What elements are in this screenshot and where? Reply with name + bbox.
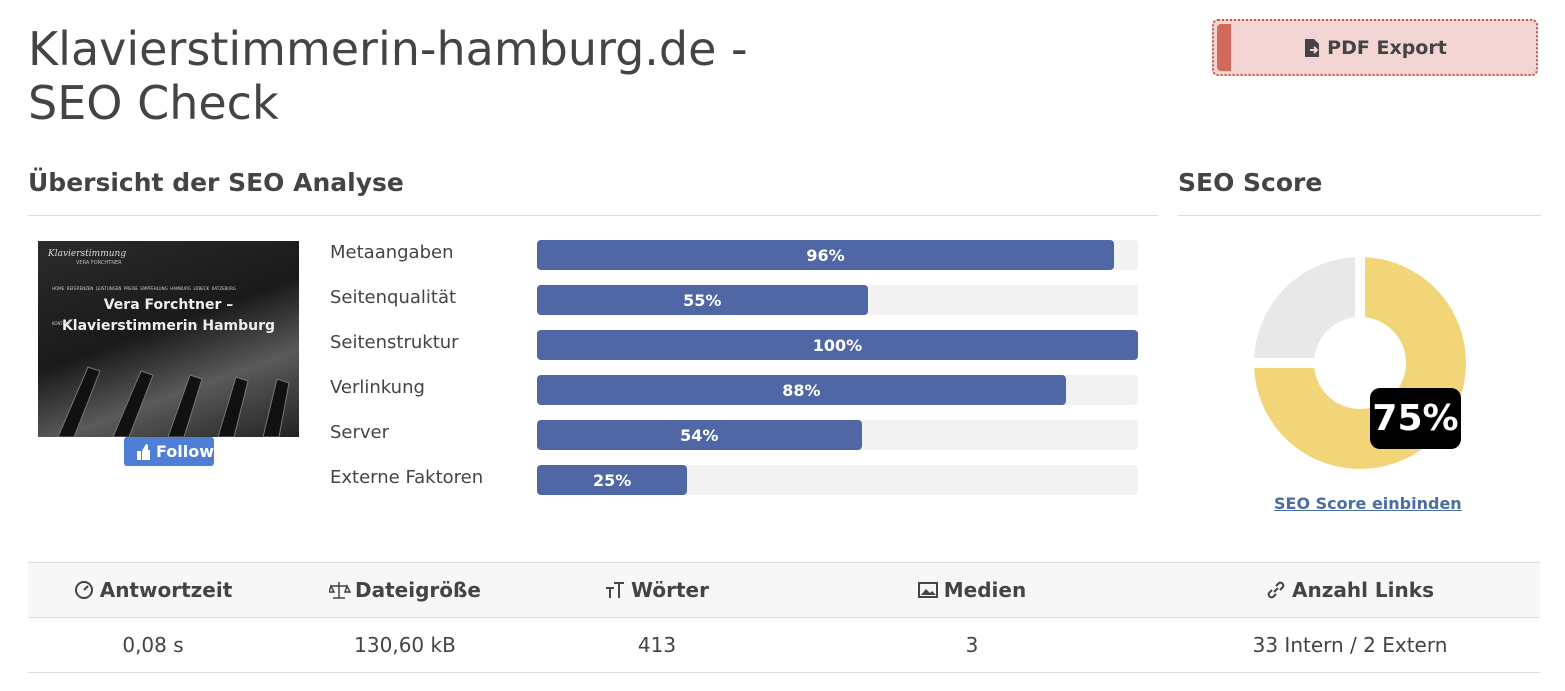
header-label: Anzahl Links: [1292, 578, 1434, 602]
header-label: Medien: [943, 578, 1027, 602]
stat-icon: [606, 582, 625, 598]
pdf-export-button[interactable]: PDF Export: [1212, 19, 1538, 76]
stats-value: 33 Intern / 2 Extern: [1252, 633, 1448, 657]
stat-icon: [1267, 581, 1285, 599]
divider: [28, 617, 1540, 618]
divider: [28, 215, 1158, 216]
thumb-icon: [137, 443, 150, 460]
bar-label: Externe Faktoren: [330, 467, 484, 488]
stats-header: Antwortzeit: [3, 578, 303, 602]
bar: 88%: [537, 375, 1066, 405]
stats-value: 0,08 s: [122, 633, 184, 657]
stats-value: 130,60 kB: [354, 633, 456, 657]
divider: [1178, 215, 1541, 216]
thumb-nav: KONTAKT: [52, 321, 71, 326]
bar: 54%: [537, 420, 862, 450]
thumb-logo-sub: VERA FORCHTNER: [76, 260, 122, 266]
header-label: Dateigröße: [355, 578, 481, 602]
thumb-headline: Vera Forchtner – Klavierstimmerin Hambur…: [61, 297, 276, 334]
piano-keys: [57, 366, 290, 437]
follow-button[interactable]: Follow: [124, 437, 214, 466]
button-label: PDF Export: [1327, 36, 1447, 59]
stats-header-row: [28, 563, 1540, 617]
divider: [28, 562, 1540, 563]
stats-header: Anzahl Links: [1200, 578, 1500, 602]
score-remainder: [1254, 257, 1362, 365]
thumb-nav: HOME REFERENZEN LEISTUNGEN PREISE EMPFEH…: [52, 286, 237, 291]
stats-value: 413: [637, 633, 677, 657]
bar: 55%: [537, 285, 868, 315]
header-label: Antwortzeit: [99, 578, 233, 602]
bar-label: Verlinkung: [330, 377, 425, 398]
follow-label: Follow: [155, 442, 214, 461]
bar-label: Seitenstruktur: [330, 332, 459, 353]
thumb-logo: Klavierstimmung: [48, 249, 127, 259]
stat-icon: [74, 581, 93, 599]
bar: 25%: [537, 465, 688, 495]
score-label: 75%: [1370, 388, 1461, 449]
bar-label: Seitenqualität: [330, 287, 457, 308]
stats-header: Wörter: [507, 578, 807, 602]
stat-icon: [329, 582, 352, 599]
divider: [28, 672, 1540, 673]
site-thumbnail: Klavierstimmung VERA FORCHTNER HOME REFE…: [38, 241, 299, 437]
page-title: Klavierstimmerin-hamburg.de - SEO Check: [28, 22, 748, 130]
bar-label: Metaangaben: [330, 242, 454, 263]
stat-icon: [917, 582, 938, 598]
bar: 96%: [537, 240, 1114, 270]
section-heading: Übersicht der SEO Analyse: [28, 168, 404, 197]
bar: 100%: [537, 330, 1138, 360]
stats-value: 3: [965, 633, 979, 657]
header-label: Wörter: [631, 578, 709, 602]
stats-header: Medien: [822, 578, 1122, 602]
bar-label: Server: [330, 422, 390, 443]
file-icon: [1305, 38, 1320, 57]
stats-header: Dateigröße: [255, 578, 555, 602]
score-embed-link[interactable]: SEO Score einbinden: [1274, 494, 1462, 513]
section-heading: SEO Score: [1178, 168, 1323, 197]
